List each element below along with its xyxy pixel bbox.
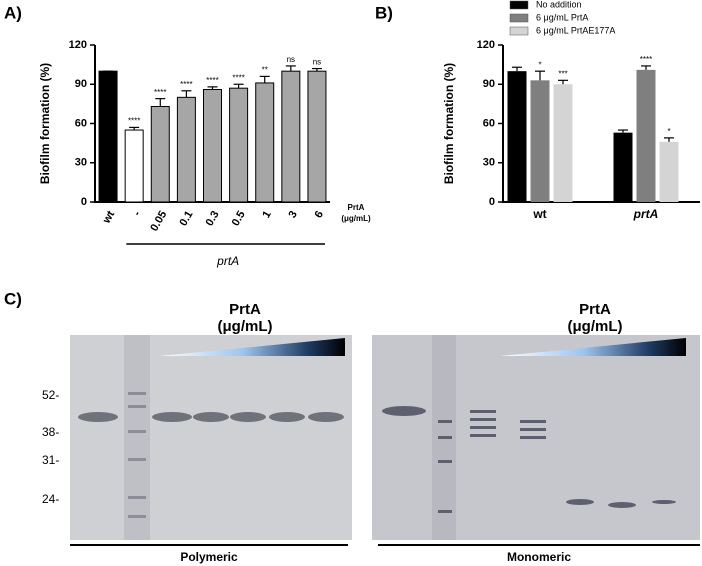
legend-label: No addition: [536, 0, 582, 9]
bar: [530, 80, 550, 202]
panel-label: A): [4, 3, 22, 22]
gel-heading: PrtA: [579, 301, 611, 318]
gel-caption: Monomeric: [507, 550, 571, 564]
bar: [636, 69, 656, 202]
gel-panel: C) PrtA (μg/mL) PrtA (μg/mL) 52- 38- 31-…: [4, 289, 700, 564]
bar: [553, 84, 573, 202]
y-tick-label: 60: [75, 117, 87, 129]
y-tick-label: 30: [483, 157, 495, 169]
gel-caption: Polymeric: [180, 550, 238, 564]
bar: [203, 88, 222, 203]
bar: [229, 87, 249, 203]
x-note: PrtA: [348, 203, 365, 212]
protein-bands: [382, 406, 676, 513]
y-tick-label: 30: [75, 157, 87, 169]
x-tick-label: 3: [286, 209, 299, 220]
concentration-ramp: [160, 338, 345, 356]
legend-label: 6 μg/mL PrtA: [536, 12, 588, 22]
x-tick-label: 0.05: [148, 209, 169, 234]
bar: [659, 141, 679, 202]
significance-label: ****: [180, 80, 192, 89]
x-tick-label: -: [131, 209, 143, 218]
panel-label: C): [4, 289, 22, 308]
legend-label: 6 μg/mL PrtAE177A: [536, 25, 615, 35]
mw-marker: 24-: [42, 492, 59, 506]
significance-label: **: [262, 66, 268, 75]
significance-label: ns: [287, 55, 295, 64]
protein-bands: [78, 412, 344, 422]
mw-marker: 31-: [42, 453, 59, 467]
x-tick-label: 6: [313, 209, 326, 220]
significance-label: *: [667, 127, 670, 136]
bar: [307, 70, 327, 203]
bar: [255, 82, 275, 203]
significance-label: ****: [154, 88, 166, 97]
y-axis-label: Biofilm formation (%): [442, 63, 456, 184]
ladder-lane: [124, 335, 150, 540]
x-tick-label: wt: [100, 209, 117, 227]
gel-heading: PrtA: [229, 301, 261, 318]
y-axis-label: Biofilm formation (%): [38, 63, 52, 184]
bar: [150, 105, 170, 203]
significance-label: *: [538, 60, 541, 69]
bar: [613, 132, 633, 202]
x-tick-label: 0.3: [204, 209, 222, 228]
significance-label: ns: [313, 58, 321, 67]
bar: [176, 96, 196, 203]
legend-swatch: [509, 13, 529, 23]
y-tick-label: 60: [483, 117, 495, 129]
mw-marker: 38-: [42, 425, 59, 439]
y-tick-label: 0: [489, 196, 495, 208]
x-note: (μg/mL): [341, 214, 371, 223]
legend-swatch: [509, 26, 529, 36]
significance-label: ****: [128, 117, 140, 126]
significance-label: ****: [232, 73, 244, 82]
x-tick-label: 0.5: [230, 209, 248, 228]
x-tick-label: wt: [532, 207, 546, 221]
y-tick-label: 120: [69, 39, 87, 51]
x-tick-label: 0.1: [177, 209, 195, 228]
concentration-ramp: [500, 338, 686, 356]
ladder-bands: [128, 392, 146, 518]
y-tick-label: 120: [477, 39, 495, 51]
bar: [124, 129, 144, 203]
significance-label: ***: [558, 69, 567, 78]
group-label: prtA: [216, 254, 239, 268]
y-tick-label: 90: [483, 78, 495, 90]
gel-heading: (μg/mL): [218, 318, 273, 335]
bar: [281, 70, 301, 203]
bar: [507, 71, 527, 203]
gel-heading: (μg/mL): [568, 318, 623, 335]
bar: [98, 70, 118, 203]
significance-label: ****: [206, 76, 218, 85]
legend-swatch: [509, 0, 529, 10]
y-tick-label: 0: [81, 196, 87, 208]
x-tick-label: 1: [260, 209, 273, 220]
significance-label: ****: [640, 55, 652, 64]
panel-label: B): [375, 3, 393, 22]
mw-marker: 52-: [42, 388, 59, 402]
gel-image: [70, 335, 352, 540]
x-tick-label: prtA: [633, 207, 659, 221]
y-tick-label: 90: [75, 78, 87, 90]
